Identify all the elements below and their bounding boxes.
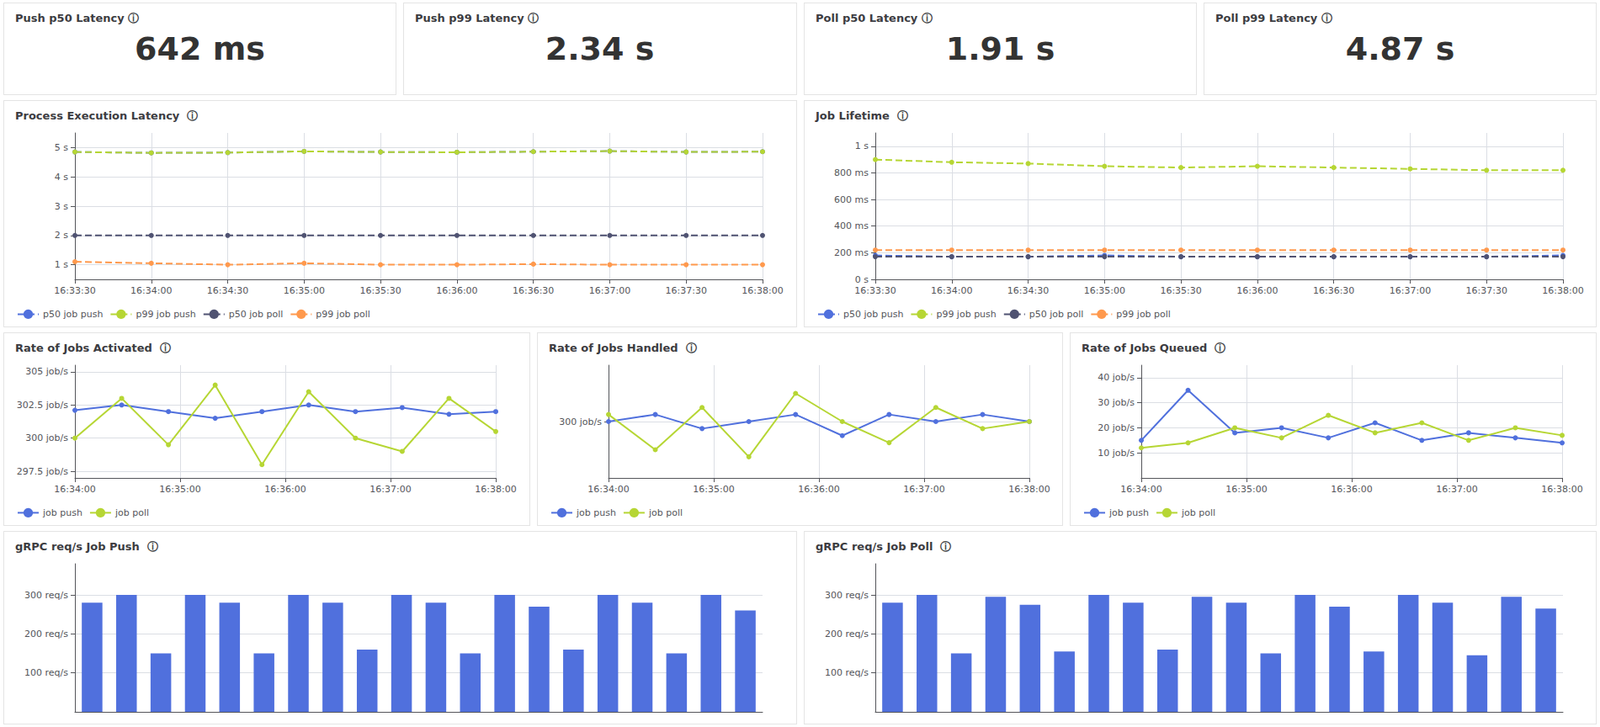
svg-text:16:35:00: 16:35:00 <box>283 285 325 297</box>
svg-text:16:36:00: 16:36:00 <box>264 483 306 495</box>
svg-text:16:35:00: 16:35:00 <box>159 483 201 495</box>
svg-text:16:34:00: 16:34:00 <box>53 483 96 495</box>
svg-text:16:37:00: 16:37:00 <box>1436 483 1478 495</box>
svg-text:2.34 s: 2.34 s <box>545 30 655 68</box>
svg-text:16:37:00: 16:37:00 <box>903 483 945 495</box>
svg-text:Rate of Jobs Handled ⓘ: Rate of Jobs Handled ⓘ <box>548 341 697 355</box>
svg-text:job poll: job poll <box>648 507 683 519</box>
svg-text:30 job/s: 30 job/s <box>1098 397 1136 409</box>
svg-text:1 s: 1 s <box>54 259 69 271</box>
svg-text:16:38:00: 16:38:00 <box>1008 483 1050 495</box>
svg-text:Push p99 Latency ⓘ: Push p99 Latency ⓘ <box>414 11 539 25</box>
svg-text:job poll: job poll <box>114 507 149 519</box>
svg-text:100 req/s: 100 req/s <box>24 667 69 679</box>
svg-text:16:35:30: 16:35:30 <box>1159 285 1202 297</box>
svg-text:305 job/s: 305 job/s <box>25 366 69 378</box>
svg-text:16:35:00: 16:35:00 <box>1083 285 1125 297</box>
svg-text:16:34:00: 16:34:00 <box>587 483 629 495</box>
svg-text:16:37:30: 16:37:30 <box>1465 285 1507 297</box>
svg-text:20 job/s: 20 job/s <box>1098 422 1136 434</box>
svg-text:Job Lifetime ⓘ: Job Lifetime ⓘ <box>814 109 909 123</box>
svg-text:642 ms: 642 ms <box>134 30 266 68</box>
svg-text:p50 job push: p50 job push <box>843 308 904 320</box>
svg-text:p99 job poll: p99 job poll <box>1116 308 1171 320</box>
svg-text:Process Execution Latency ⓘ: Process Execution Latency ⓘ <box>15 109 198 123</box>
svg-text:Poll p50 Latency ⓘ: Poll p50 Latency ⓘ <box>815 11 933 25</box>
svg-text:16:35:00: 16:35:00 <box>1226 483 1268 495</box>
svg-text:job push: job push <box>575 507 617 519</box>
svg-text:16:36:00: 16:36:00 <box>797 483 840 495</box>
svg-text:16:38:00: 16:38:00 <box>474 483 516 495</box>
svg-text:16:34:00: 16:34:00 <box>930 285 973 297</box>
svg-text:16:36:30: 16:36:30 <box>1312 285 1354 297</box>
svg-text:p50 job push: p50 job push <box>42 308 103 320</box>
svg-text:16:37:00: 16:37:00 <box>589 285 631 297</box>
svg-text:Push p50 Latency ⓘ: Push p50 Latency ⓘ <box>15 11 139 25</box>
svg-text:16:33:30: 16:33:30 <box>854 285 896 297</box>
svg-text:16:38:00: 16:38:00 <box>1541 285 1584 297</box>
svg-text:0 s: 0 s <box>854 274 868 286</box>
svg-text:job push: job push <box>42 507 83 519</box>
svg-text:300 job/s: 300 job/s <box>25 432 69 444</box>
svg-text:16:34:30: 16:34:30 <box>207 285 249 297</box>
svg-text:Poll p99 Latency ⓘ: Poll p99 Latency ⓘ <box>1215 11 1333 25</box>
svg-text:1 s: 1 s <box>854 140 868 152</box>
svg-text:16:38:00: 16:38:00 <box>1541 483 1584 495</box>
svg-text:40 job/s: 40 job/s <box>1098 372 1136 383</box>
svg-text:16:37:30: 16:37:30 <box>665 285 707 297</box>
svg-text:16:37:00: 16:37:00 <box>369 483 411 495</box>
svg-text:16:33:30: 16:33:30 <box>53 285 96 297</box>
svg-text:16:36:00: 16:36:00 <box>435 285 478 297</box>
svg-text:300 job/s: 300 job/s <box>558 416 602 428</box>
svg-text:16:36:00: 16:36:00 <box>1236 285 1278 297</box>
svg-text:job poll: job poll <box>1180 507 1216 519</box>
svg-text:job push: job push <box>1108 507 1149 519</box>
svg-text:4.87 s: 4.87 s <box>1344 30 1455 68</box>
svg-text:p99 job push: p99 job push <box>135 308 196 320</box>
svg-text:16:35:00: 16:35:00 <box>692 483 734 495</box>
svg-text:200 ms: 200 ms <box>834 247 869 259</box>
svg-text:Rate of Jobs Activated ⓘ: Rate of Jobs Activated ⓘ <box>15 341 171 355</box>
svg-text:p50 job poll: p50 job poll <box>228 308 284 320</box>
svg-text:600 ms: 600 ms <box>834 194 869 206</box>
svg-text:Rate of Jobs Queued ⓘ: Rate of Jobs Queued ⓘ <box>1081 341 1226 355</box>
svg-text:300 req/s: 300 req/s <box>24 590 69 601</box>
svg-text:100 req/s: 100 req/s <box>824 667 869 679</box>
svg-text:800 ms: 800 ms <box>834 167 869 179</box>
svg-text:3 s: 3 s <box>54 201 69 213</box>
svg-text:10 job/s: 10 job/s <box>1098 447 1136 459</box>
svg-text:p99 job poll: p99 job poll <box>315 308 371 320</box>
svg-text:5 s: 5 s <box>54 142 69 154</box>
svg-text:300 req/s: 300 req/s <box>824 590 869 601</box>
svg-text:4 s: 4 s <box>54 171 69 183</box>
svg-text:16:34:00: 16:34:00 <box>1121 483 1163 495</box>
svg-text:302.5 job/s: 302.5 job/s <box>16 399 69 411</box>
svg-text:gRPC req/s Job Poll ⓘ: gRPC req/s Job Poll ⓘ <box>815 540 952 553</box>
svg-text:16:36:00: 16:36:00 <box>1331 483 1373 495</box>
svg-text:16:38:00: 16:38:00 <box>741 285 783 297</box>
svg-text:200 req/s: 200 req/s <box>824 628 869 640</box>
svg-text:16:34:30: 16:34:30 <box>1006 285 1048 297</box>
svg-text:16:37:00: 16:37:00 <box>1388 285 1430 297</box>
svg-text:16:36:30: 16:36:30 <box>512 285 554 297</box>
svg-text:297.5 job/s: 297.5 job/s <box>16 466 69 478</box>
svg-text:p99 job push: p99 job push <box>935 308 996 320</box>
svg-text:200 req/s: 200 req/s <box>24 628 69 640</box>
svg-text:1.91 s: 1.91 s <box>945 30 1055 68</box>
svg-text:p50 job poll: p50 job poll <box>1028 308 1084 320</box>
svg-text:400 ms: 400 ms <box>834 220 869 232</box>
svg-text:2 s: 2 s <box>54 229 69 241</box>
svg-text:16:35:30: 16:35:30 <box>359 285 401 297</box>
svg-text:gRPC req/s Job Push ⓘ: gRPC req/s Job Push ⓘ <box>15 540 159 553</box>
svg-text:16:34:00: 16:34:00 <box>130 285 172 297</box>
